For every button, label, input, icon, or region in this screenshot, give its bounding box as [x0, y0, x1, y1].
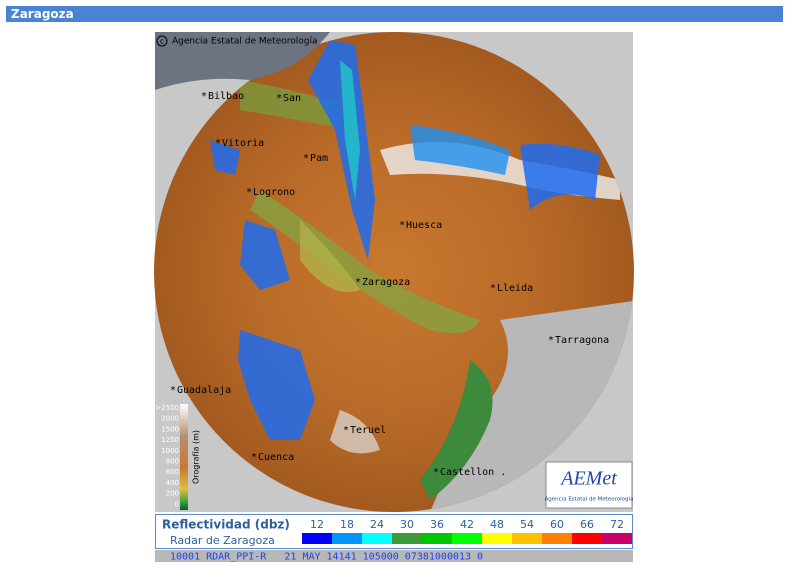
- city-marker: *: [171, 385, 176, 396]
- sea: [155, 32, 330, 90]
- city-marker: *: [344, 425, 349, 436]
- city-label: Zaragoza: [362, 277, 410, 288]
- scale-value: 72: [610, 518, 624, 531]
- city-marker: *: [400, 220, 405, 231]
- scale-color: [332, 533, 362, 544]
- header-bar: [6, 6, 783, 22]
- orography-level: 200: [166, 490, 179, 498]
- city-label: Teruel: [350, 425, 386, 436]
- scale-value: 30: [400, 518, 414, 531]
- city-label: Vitoria: [222, 138, 264, 149]
- city-label: Pam: [310, 153, 328, 164]
- city-label: Lleida: [497, 283, 533, 294]
- orography-level: 600: [166, 468, 179, 476]
- city-marker: *: [277, 93, 282, 104]
- scale-value: 66: [580, 518, 594, 531]
- scale-value: 24: [370, 518, 384, 531]
- logo: AEMet: [559, 468, 617, 490]
- scale-value: 48: [490, 518, 504, 531]
- city-label: Cuenca: [258, 452, 294, 463]
- status-bar: [155, 550, 633, 562]
- legend-scale: 12 18 24 30 36 42 48 54 60 66 72: [302, 518, 632, 544]
- city-marker: *: [202, 91, 207, 102]
- orography-level: 0: [175, 500, 179, 508]
- city-marker: *: [356, 277, 361, 288]
- scale-color: [482, 533, 512, 544]
- copyright-icon: [156, 35, 168, 47]
- orography-title: Orografía (m): [192, 430, 201, 484]
- scale-color: [512, 533, 542, 544]
- city-marker: *: [216, 138, 221, 149]
- scale-value: 60: [550, 518, 564, 531]
- logo-box: [545, 461, 633, 509]
- copyright-mark: c: [160, 38, 164, 46]
- city-marker: *: [549, 335, 554, 346]
- scale-color: [302, 533, 332, 544]
- scale-value: 18: [340, 518, 354, 531]
- city-label: Huesca: [406, 220, 442, 231]
- orography-level: 400: [166, 479, 179, 487]
- copyright: Agencia Estatal de Meteorología: [172, 37, 318, 47]
- orography-level: >2500: [155, 404, 179, 412]
- orography-level: 1000: [161, 447, 179, 455]
- city-label: San: [283, 93, 301, 104]
- scale-value: 54: [520, 518, 534, 531]
- city-label: Tarragona: [555, 335, 609, 346]
- orography-level: 2000: [161, 415, 179, 423]
- scale-value: 42: [460, 518, 474, 531]
- city-label: Logrono: [253, 187, 295, 198]
- scale-color: [422, 533, 452, 544]
- orography-bar: [180, 404, 188, 510]
- city-label: Bilbao: [208, 91, 244, 102]
- city-label: Castellon .: [440, 467, 506, 478]
- city-marker: *: [252, 452, 257, 463]
- status-text: 10001 RDAR_PPI-R 21 MAY 14141 105000 073…: [170, 552, 483, 563]
- scale-color: [452, 533, 482, 544]
- scale-color: [362, 533, 392, 544]
- radar-map: * Bilbao * San* Vitoria* Pam* Logrono* Huesca* Z…: [154, 32, 634, 512]
- city-marker: *: [304, 153, 309, 164]
- city-label: Guadalaja: [177, 385, 231, 396]
- scale-color: [542, 533, 572, 544]
- scale-color: [572, 533, 602, 544]
- scale-value: 36: [430, 518, 444, 531]
- scale-color: [602, 533, 632, 544]
- scale-color: [392, 533, 422, 544]
- city-marker: *: [491, 283, 496, 294]
- legend-title: Reflectividad (dbz): [162, 518, 290, 532]
- orography-level: 800: [166, 458, 179, 466]
- city-marker: *: [247, 187, 252, 198]
- legend-subtitle: Radar de Zaragoza: [170, 534, 275, 547]
- orography-level: 1250: [161, 436, 179, 444]
- cities: * Bilbao * San* Vitoria* Pam* Logrono* Huesca* Z…: [171, 91, 610, 478]
- scale-value: 12: [310, 518, 324, 531]
- header-title: Zaragoza: [11, 7, 74, 21]
- orography-level: 1500: [161, 425, 179, 433]
- city-marker: *: [434, 467, 439, 478]
- logo-subtitle: Agencia Estatal de Meteorología: [545, 496, 634, 503]
